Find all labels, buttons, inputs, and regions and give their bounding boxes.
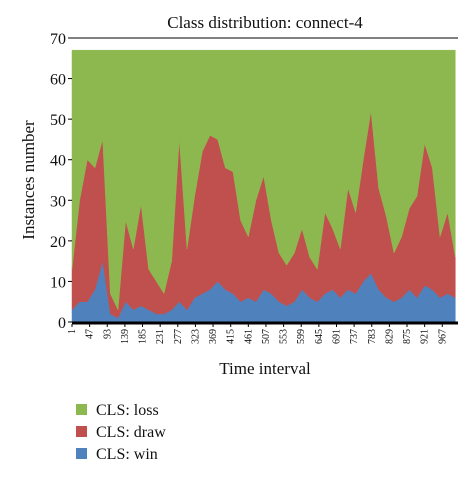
legend-label: CLS: win	[96, 446, 158, 463]
y-tick-label: 40	[50, 153, 66, 170]
legend-swatch	[76, 448, 87, 459]
x-tick-label: 415	[226, 329, 237, 344]
legend-swatch	[76, 404, 87, 415]
x-tick-label: 231	[155, 329, 166, 344]
x-tick-label: 369	[208, 329, 219, 344]
x-tick-label: 783	[367, 329, 378, 344]
y-tick-label: 50	[50, 112, 66, 129]
x-tick-label: 921	[420, 329, 431, 344]
y-tick-label: 20	[50, 234, 66, 251]
x-tick-label: 47	[85, 329, 96, 339]
x-tick-label: 875	[402, 329, 413, 344]
x-tick-label: 461	[243, 329, 254, 344]
x-tick-label: 645	[314, 329, 325, 344]
x-tick-label: 1	[67, 329, 78, 334]
x-tick-label: 507	[261, 329, 272, 344]
chart-title: Class distribution: connect-4	[167, 13, 363, 32]
x-tick-label: 139	[120, 329, 131, 344]
legend-label: CLS: draw	[96, 424, 166, 441]
y-tick-label: 70	[50, 31, 66, 48]
x-tick-label: 737	[349, 329, 360, 344]
x-tick-label: 185	[138, 329, 149, 344]
y-tick-label: 60	[50, 72, 66, 89]
y-tick-label: 10	[50, 274, 66, 291]
legend-swatch	[76, 426, 87, 437]
y-tick-label: 30	[50, 193, 66, 210]
x-tick-label: 93	[102, 329, 113, 339]
x-tick-label: 691	[331, 329, 342, 344]
x-axis-label: Time interval	[219, 359, 311, 378]
legend-label: CLS: loss	[96, 402, 159, 419]
y-tick-label: 0	[58, 315, 66, 332]
x-tick-label: 277	[173, 329, 184, 344]
x-tick-label: 967	[437, 329, 448, 344]
x-tick-label: 553	[279, 329, 290, 344]
x-tick-label: 323	[190, 329, 201, 344]
y-axis-label: Instances number	[19, 120, 38, 240]
x-tick-label: 599	[296, 329, 307, 344]
area	[71, 49, 456, 311]
x-tick-label: 829	[384, 329, 395, 344]
